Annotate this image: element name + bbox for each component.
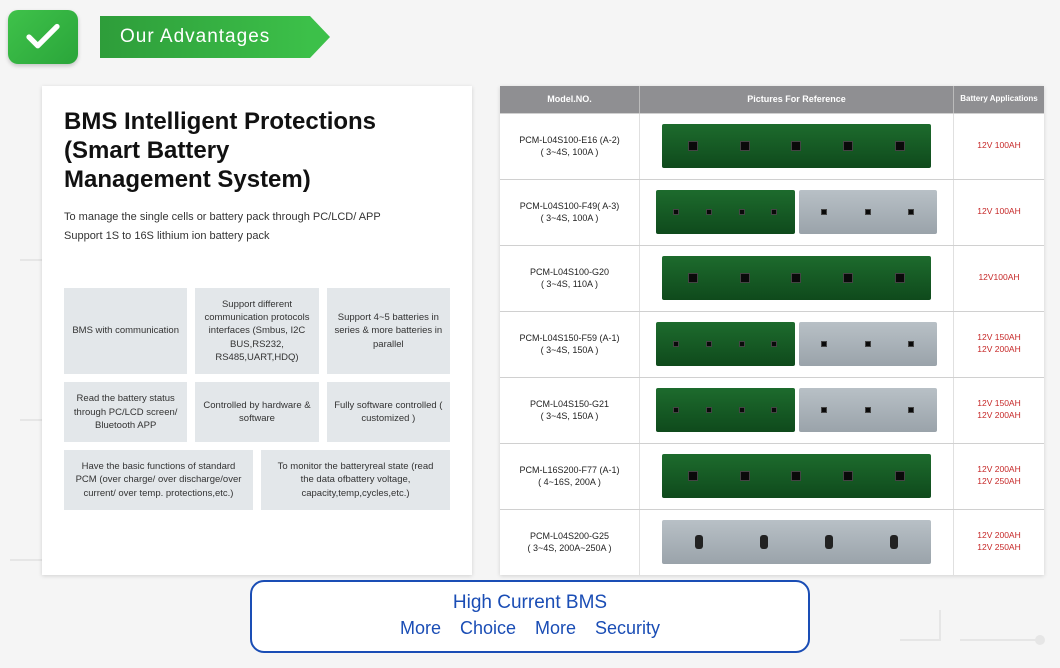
th-pictures: Pictures For Reference bbox=[640, 86, 954, 113]
table-row: PCM-L04S100-F49( A-3)( 3~4S, 100A ) 12V 1… bbox=[500, 179, 1044, 245]
feature-box: Controlled by hardware & software bbox=[195, 382, 318, 442]
features-row3: Have the basic functions of standard PCM… bbox=[64, 450, 450, 510]
feature-box: Support 4~5 batteries in series & more b… bbox=[327, 288, 450, 374]
cell-model: PCM-L04S100-E16 (A-2)( 3~4S, 100A ) bbox=[500, 114, 640, 179]
features-row1: BMS with communication Support different… bbox=[64, 288, 450, 374]
table-header: Model.NO. Pictures For Reference Battery… bbox=[500, 86, 1044, 113]
check-badge bbox=[8, 10, 78, 64]
cell-apps: 12V 200AH12V 250AH bbox=[954, 510, 1044, 575]
cell-apps: 12V 150AH12V 200AH bbox=[954, 378, 1044, 443]
app-value: 12V 250AH bbox=[977, 476, 1020, 488]
cell-model: PCM-L04S200-G25( 3~4S, 200A~250A ) bbox=[500, 510, 640, 575]
pcb-image bbox=[656, 388, 937, 432]
pcb-image bbox=[656, 190, 937, 234]
app-value: 12V 150AH bbox=[977, 332, 1020, 344]
product-table: Model.NO. Pictures For Reference Battery… bbox=[500, 86, 1044, 575]
app-value: 12V 200AH bbox=[977, 464, 1020, 476]
th-apps: Battery Applications bbox=[954, 86, 1044, 113]
cell-picture bbox=[640, 312, 954, 377]
app-value: 12V 200AH bbox=[977, 530, 1020, 542]
card-subtitle: To manage the single cells or battery pa… bbox=[64, 208, 450, 245]
left-card: BMS Intelligent Protections (Smart Batte… bbox=[42, 86, 472, 575]
cell-picture bbox=[640, 246, 954, 311]
th-model: Model.NO. bbox=[500, 86, 640, 113]
app-value: 12V100AH bbox=[978, 272, 1019, 284]
card-title: BMS Intelligent Protections (Smart Batte… bbox=[64, 108, 450, 194]
banner-line2: More Choice More Security bbox=[264, 618, 796, 639]
table-row: PCM-L04S200-G25( 3~4S, 200A~250A ) 12V 20… bbox=[500, 509, 1044, 575]
app-value: 12V 150AH bbox=[977, 398, 1020, 410]
cell-model: PCM-L16S200-F77 (A-1)( 4~16S, 200A ) bbox=[500, 444, 640, 509]
cell-model: PCM-L04S150-F59 (A-1)( 3~4S, 150A ) bbox=[500, 312, 640, 377]
features-row2: Read the battery status through PC/LCD s… bbox=[64, 382, 450, 442]
table-row: PCM-L04S150-G21( 3~4S, 150A ) 12V 150AH12… bbox=[500, 377, 1044, 443]
feature-box: Have the basic functions of standard PCM… bbox=[64, 450, 253, 510]
pcb-image bbox=[656, 322, 937, 366]
table-row: PCM-L04S150-F59 (A-1)( 3~4S, 150A ) 12V 1… bbox=[500, 311, 1044, 377]
pcb-image bbox=[662, 520, 930, 564]
bottom-banner: High Current BMS More Choice More Securi… bbox=[250, 580, 810, 653]
banner-line1: High Current BMS bbox=[264, 592, 796, 614]
cell-picture bbox=[640, 378, 954, 443]
table-row: PCM-L04S100-G20( 3~4S, 110A ) 12V100AH bbox=[500, 245, 1044, 311]
cell-picture bbox=[640, 444, 954, 509]
app-value: 12V 100AH bbox=[977, 206, 1020, 218]
cell-apps: 12V 150AH12V 200AH bbox=[954, 312, 1044, 377]
title-line: Management System) bbox=[64, 166, 311, 193]
cell-apps: 12V 100AH bbox=[954, 114, 1044, 179]
cell-apps: 12V100AH bbox=[954, 246, 1044, 311]
feature-box: To monitor the batteryreal state (read t… bbox=[261, 450, 450, 510]
cell-picture bbox=[640, 114, 954, 179]
pcb-image bbox=[662, 124, 930, 168]
check-icon bbox=[22, 16, 64, 58]
title-line: BMS Intelligent Protections bbox=[64, 108, 376, 135]
cell-apps: 12V 100AH bbox=[954, 180, 1044, 245]
sub-line: Support 1S to 16S lithium ion battery pa… bbox=[64, 230, 269, 242]
cell-picture bbox=[640, 180, 954, 245]
app-value: 12V 200AH bbox=[977, 344, 1020, 356]
cell-model: PCM-L04S100-G20( 3~4S, 110A ) bbox=[500, 246, 640, 311]
feature-box: Read the battery status through PC/LCD s… bbox=[64, 382, 187, 442]
cell-model: PCM-L04S150-G21( 3~4S, 150A ) bbox=[500, 378, 640, 443]
title-line: (Smart Battery bbox=[64, 137, 229, 164]
ribbon-text: Our Advantages bbox=[120, 26, 270, 48]
feature-box: Support different communication protocol… bbox=[195, 288, 318, 374]
cell-picture bbox=[640, 510, 954, 575]
cell-apps: 12V 200AH12V 250AH bbox=[954, 444, 1044, 509]
section-ribbon: Our Advantages bbox=[100, 16, 310, 58]
table-body: PCM-L04S100-E16 (A-2)( 3~4S, 100A ) 12V 1… bbox=[500, 113, 1044, 575]
app-value: 12V 250AH bbox=[977, 542, 1020, 554]
sub-line: To manage the single cells or battery pa… bbox=[64, 211, 381, 223]
app-value: 12V 200AH bbox=[977, 410, 1020, 422]
pcb-image bbox=[662, 454, 930, 498]
app-value: 12V 100AH bbox=[977, 140, 1020, 152]
table-row: PCM-L16S200-F77 (A-1)( 4~16S, 200A ) 12V … bbox=[500, 443, 1044, 509]
pcb-image bbox=[662, 256, 930, 300]
table-row: PCM-L04S100-E16 (A-2)( 3~4S, 100A ) 12V 1… bbox=[500, 113, 1044, 179]
cell-model: PCM-L04S100-F49( A-3)( 3~4S, 100A ) bbox=[500, 180, 640, 245]
feature-box: Fully software controlled ( customized ) bbox=[327, 382, 450, 442]
feature-box: BMS with communication bbox=[64, 288, 187, 374]
